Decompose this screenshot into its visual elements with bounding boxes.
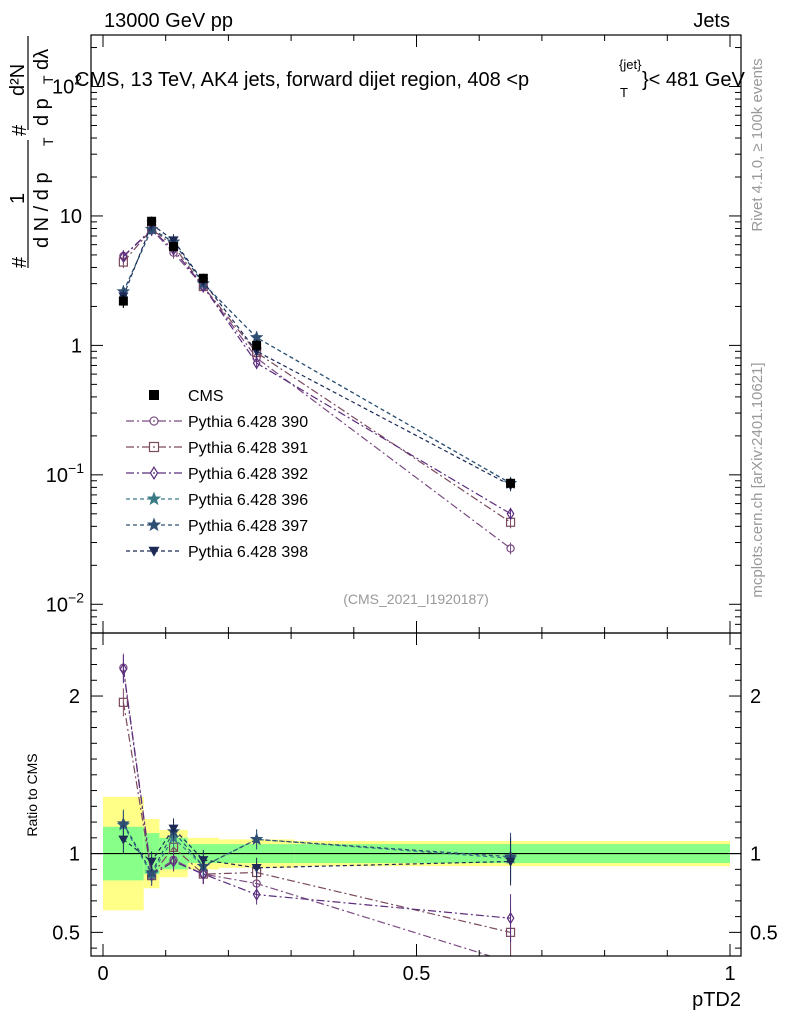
ratio-point [118, 835, 129, 845]
data-point [169, 242, 179, 252]
main-series [116, 216, 518, 555]
x-tick-label: 0 [97, 963, 108, 985]
ratio-point [119, 662, 128, 676]
ratio-tick-label-right: 0.5 [750, 922, 778, 944]
y-tick-label: 10−2 [46, 589, 84, 616]
ylabel-dlambda: dλ [31, 49, 53, 70]
legend-label-cms: CMS [188, 388, 224, 405]
series-line-4 [122, 228, 511, 484]
series-line-5 [122, 223, 511, 486]
data-point [198, 273, 208, 283]
ratio-tick-label-right: 2 [750, 686, 761, 708]
ratio-line-1 [122, 702, 511, 933]
rivet-label: Rivet 4.1.0, ≥ 100k events [749, 58, 766, 231]
analysis-tag: (CMS_2021_I1920187) [343, 591, 489, 607]
ylabel-t: T [40, 137, 56, 146]
plot-title: CMS, 13 TeV, AK4 jets, forward dijet reg… [75, 57, 746, 100]
x-tick-label: 0.5 [403, 963, 431, 985]
y-tick-label: 1 [71, 335, 82, 357]
ratio-tick-label-left: 0.5 [52, 922, 80, 944]
ylabel-one: 1 [7, 193, 29, 204]
ratio-point [146, 857, 157, 867]
y-tick-label: 10−1 [46, 460, 84, 487]
series-line-3 [122, 228, 511, 484]
ratio-point [251, 863, 262, 874]
series-point [168, 236, 179, 246]
data-point [506, 478, 516, 488]
ylabel-dn: d N / d p [31, 172, 53, 248]
ratio-line-2 [122, 669, 511, 919]
series-line-0 [122, 228, 511, 549]
axes: 0 0.5 1 10−2 10−1 1 10 102 0.5 0.5 1 1 2 2 [46, 34, 778, 985]
legend-marker [148, 441, 160, 453]
legend-marker [149, 466, 159, 480]
series-point [250, 330, 264, 344]
y-tick-label: 102 [52, 72, 82, 99]
ratio-tick-label-left: 2 [69, 686, 80, 708]
header-energy: 13000 GeV pp [104, 10, 233, 32]
main-y-axis-label: # 1 d N / d p T # d²N d p T dλ [7, 36, 56, 268]
series-point [506, 544, 515, 553]
series-line-1 [122, 228, 511, 523]
ylabel-t2: T [40, 75, 56, 84]
ratio-point [145, 865, 159, 879]
x-tick-label: 1 [724, 963, 735, 985]
legend-label: Pythia 6.428 398 [188, 544, 308, 561]
ratio-line-0 [122, 667, 493, 956]
ratio-point [505, 857, 516, 867]
series-line-2 [122, 229, 511, 515]
legend-marker [148, 546, 160, 557]
ratio-point [507, 959, 514, 966]
data-point [252, 340, 262, 350]
title-tail: }< 481 GeV [642, 69, 746, 91]
series-point [119, 250, 128, 263]
ratio-point [250, 832, 264, 845]
ratio-point [198, 856, 209, 866]
data-point [147, 216, 157, 226]
legend-label: Pythia 6.428 390 [188, 414, 308, 431]
title-sub: T [620, 85, 628, 100]
ratio-tick-label-right: 1 [750, 844, 761, 866]
ylabel-hash2: # [9, 124, 31, 136]
ylabel-hash1: # [9, 256, 31, 268]
series-point [506, 507, 515, 521]
ratio-series [116, 653, 518, 966]
legend-label: Pythia 6.428 397 [188, 518, 308, 535]
header-jets: Jets [693, 10, 730, 32]
ylabel-d2n: d²N [7, 64, 29, 96]
legend-label: Pythia 6.428 391 [188, 440, 308, 457]
x-axis-label: pTD2 [692, 989, 741, 1011]
ratio-point [252, 888, 261, 901]
ratio-bands [91, 796, 741, 911]
legend-marker [146, 491, 162, 506]
legend-marker [146, 517, 162, 532]
ratio-frame [90, 632, 742, 957]
data-point [118, 296, 128, 306]
title-main: CMS, 13 TeV, AK4 jets, forward dijet reg… [75, 69, 529, 91]
ratio-point [506, 911, 515, 925]
legend-marker-cms [149, 390, 159, 400]
ratio-point [168, 824, 179, 834]
legend-label: Pythia 6.428 392 [188, 466, 308, 483]
mcplots-label: mcplots.cern.ch [arXiv:2401.10621] [749, 362, 766, 597]
legend-label: Pythia 6.428 396 [188, 492, 308, 509]
y-tick-label: 10 [60, 206, 82, 228]
legend: CMS Pythia 6.428 390 Pythia 6.428 391 Pythi… [126, 388, 308, 561]
ratio-point [169, 855, 178, 868]
ratio-line-3 [122, 824, 511, 876]
legend-marker [149, 416, 159, 426]
ylabel-dpt: d p [31, 98, 53, 126]
ratio-y-label: Ratio to CMS [24, 753, 40, 836]
title-sup: {jet} [619, 57, 642, 72]
ratio-point [199, 867, 208, 881]
ratio-tick-label-left: 1 [69, 844, 80, 866]
series-point [252, 356, 261, 370]
